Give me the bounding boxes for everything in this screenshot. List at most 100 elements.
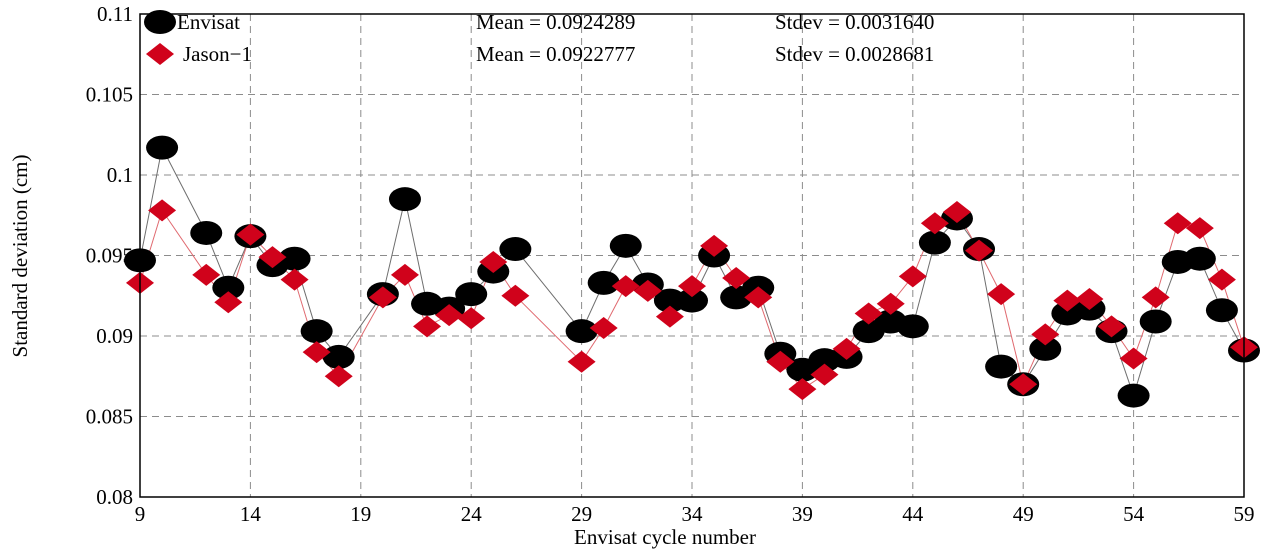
jason1-data-point (302, 341, 331, 364)
jason1-data-point (920, 212, 949, 235)
x-tick-label: 29 (571, 502, 592, 526)
jason1-data-point (413, 315, 442, 338)
legend-jason1-marker (146, 43, 174, 65)
x-tick-label: 49 (1013, 502, 1034, 526)
jason1-data-point (987, 283, 1016, 306)
jason1-data-point (280, 268, 309, 291)
jason1-data-point (501, 284, 530, 307)
jason1-data-point (192, 263, 221, 286)
envisat-mean-text: Mean = 0.0924289 (476, 10, 635, 34)
jason1-data-point (567, 350, 596, 373)
envisat-data-point (146, 135, 179, 160)
jason1-data-point (368, 286, 397, 309)
envisat-data-point (388, 187, 421, 212)
envisat-data-point (190, 220, 223, 245)
envisat-data-point (609, 233, 642, 258)
x-tick-label: 54 (1123, 502, 1145, 526)
envisat-stdev-text: Stdev = 0.0031640 (775, 10, 934, 34)
jason1-data-point (854, 302, 883, 325)
envisat-data-point (985, 354, 1018, 379)
envisat-data-point (1139, 309, 1172, 334)
jason1-stdev-text: Stdev = 0.0028681 (775, 42, 934, 66)
jason1-data-point (1075, 287, 1104, 310)
series-markers (124, 135, 1260, 408)
jason1-data-point (457, 307, 486, 330)
jason1-data-point (611, 275, 640, 298)
envisat-data-point (499, 237, 532, 262)
y-tick-label: 0.08 (96, 485, 133, 509)
envisat-data-point (1117, 383, 1150, 408)
x-tick-label: 19 (350, 502, 371, 526)
jason1-data-point (1031, 323, 1060, 346)
jason1-data-point (589, 316, 618, 339)
envisat-data-point (1183, 246, 1216, 271)
y-tick-label: 0.09 (96, 324, 133, 348)
envisat-data-point (1029, 336, 1062, 361)
envisat-data-point (565, 319, 598, 344)
y-axis-ticks: 0.08 0.085 0.09 0.095 0.1 0.105 0.11 (86, 2, 133, 509)
y-tick-label: 0.085 (86, 405, 133, 429)
jason1-mean-text: Mean = 0.0922777 (476, 42, 635, 66)
jason1-data-point (744, 286, 773, 309)
jason1-data-point (1141, 286, 1170, 309)
envisat-data-point (212, 275, 245, 300)
jason1-data-point (258, 246, 287, 269)
envisat-data-point (896, 314, 929, 339)
jason1-data-point (942, 201, 971, 224)
x-tick-label: 34 (682, 502, 704, 526)
envisat-data-point (653, 288, 686, 313)
x-tick-label: 59 (1234, 502, 1255, 526)
x-tick-label: 24 (461, 502, 483, 526)
jason1-data-point (788, 378, 817, 401)
y-tick-label: 0.11 (97, 2, 133, 26)
x-tick-label: 9 (135, 502, 146, 526)
legend: Envisat Jason−1 (144, 10, 252, 66)
y-tick-label: 0.105 (86, 83, 133, 107)
envisat-data-point (300, 319, 333, 344)
grid (140, 14, 1244, 497)
jason1-data-point (655, 305, 684, 328)
jason1-data-point (1119, 347, 1148, 370)
jason1-data-point (965, 239, 994, 262)
legend-envisat-label: Envisat (177, 10, 240, 34)
jason1-data-point (148, 199, 177, 222)
jason1-data-point (722, 267, 751, 290)
jason1-data-point (479, 250, 508, 273)
jason1-data-point (700, 234, 729, 257)
jason1-data-point (1185, 217, 1214, 240)
x-axis-ticks: 9 14 19 24 29 34 39 44 49 54 59 (135, 502, 1255, 526)
jason1-data-point (876, 292, 905, 315)
envisat-data-point (1205, 298, 1238, 323)
legend-jason1-label: Jason−1 (183, 42, 252, 66)
envisat-data-point (455, 282, 488, 307)
y-axis-title: Standard deviation (cm) (8, 155, 32, 358)
jason1-data-point (810, 363, 839, 386)
jason1-data-point (236, 223, 265, 246)
x-tick-label: 14 (240, 502, 262, 526)
envisat-data-point (918, 230, 951, 255)
jason1-data-point (1009, 373, 1038, 396)
jason1-data-point (214, 291, 243, 314)
x-tick-label: 39 (792, 502, 813, 526)
statistics-annotations: Mean = 0.0924289 Stdev = 0.0031640 Mean … (476, 10, 934, 66)
jason1-data-point (1163, 212, 1192, 235)
jason1-data-point (633, 279, 662, 302)
legend-envisat-marker (144, 10, 176, 34)
envisat-data-point (676, 288, 708, 313)
jason1-data-point (832, 337, 861, 360)
jason1-data-point (1097, 315, 1126, 338)
y-tick-label: 0.095 (86, 244, 133, 268)
envisat-data-point (278, 246, 311, 271)
jason1-data-point (898, 265, 927, 288)
jason1-data-point (766, 350, 795, 373)
jason1-data-point (390, 263, 419, 286)
y-tick-label: 0.1 (107, 163, 133, 187)
jason1-data-point (1207, 268, 1236, 291)
jason1-data-point (1053, 289, 1082, 312)
jason1-data-point (435, 304, 464, 327)
envisat-data-point (322, 344, 355, 369)
x-axis-title: Envisat cycle number (574, 525, 756, 549)
jason1-data-point (324, 365, 353, 388)
x-tick-label: 44 (902, 502, 924, 526)
